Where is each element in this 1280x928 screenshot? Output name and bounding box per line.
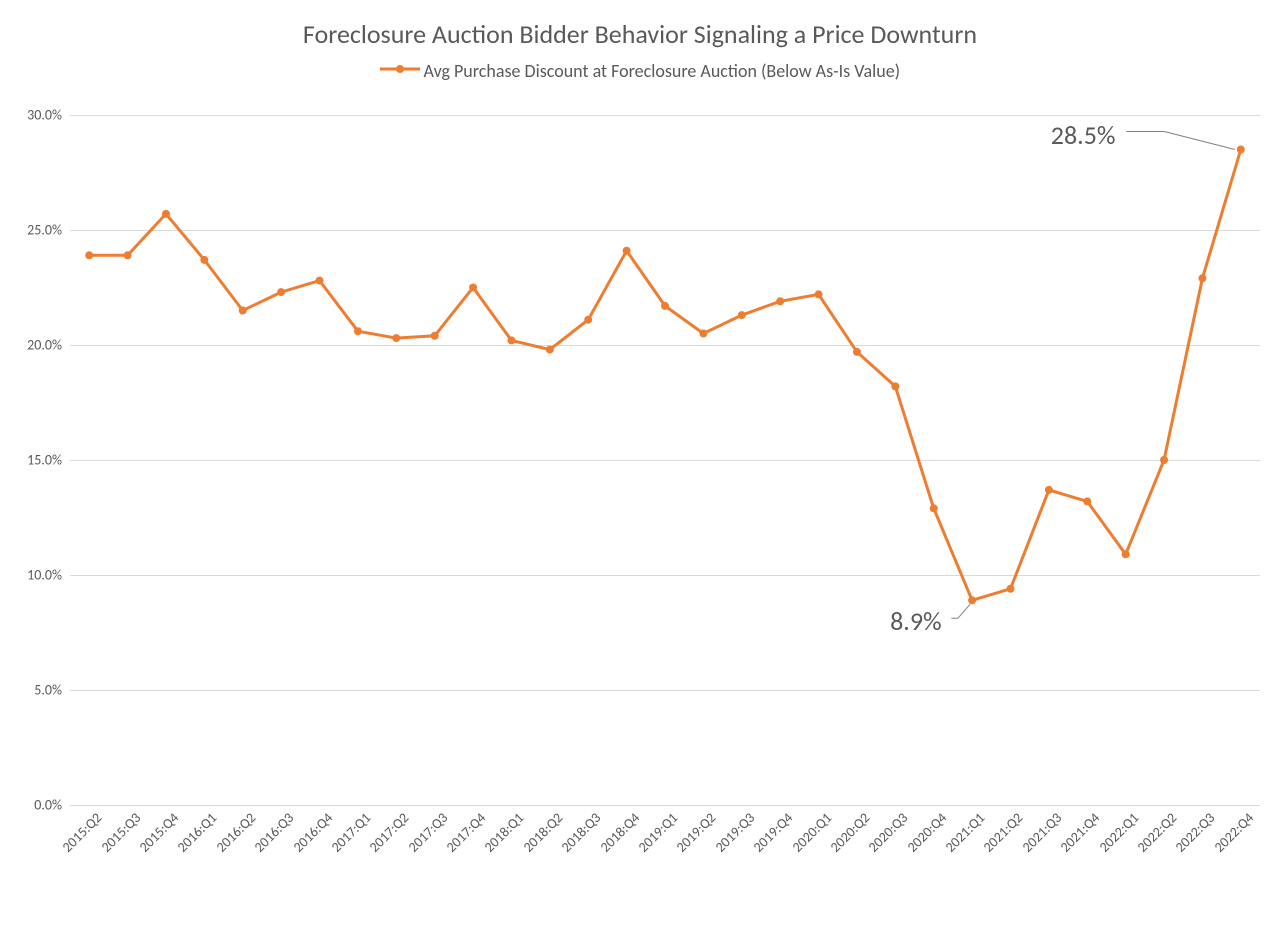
- x-axis-tick: 2016:Q2: [208, 805, 259, 856]
- x-axis-tick: 2016:Q3: [247, 805, 298, 856]
- y-axis-tick: 0.0%: [34, 797, 70, 814]
- y-axis-tick: 25.0%: [27, 222, 70, 239]
- x-axis-tick: 2019:Q4: [746, 805, 797, 856]
- y-axis-tick: 10.0%: [27, 567, 70, 584]
- x-axis-tick: 2020:Q1: [784, 805, 835, 856]
- x-axis-tick: 2021:Q1: [938, 805, 989, 856]
- y-axis-tick: 20.0%: [27, 337, 70, 354]
- x-axis-tick: 2022:Q2: [1130, 805, 1181, 856]
- chart-container: Foreclosure Auction Bidder Behavior Sign…: [0, 0, 1280, 928]
- x-axis-tick: 2022:Q4: [1206, 805, 1257, 856]
- x-axis-tick: 2020:Q3: [861, 805, 912, 856]
- x-axis-tick: 2017:Q3: [400, 805, 451, 856]
- x-axis-tick: 2021:Q2: [976, 805, 1027, 856]
- x-axis-tick: 2020:Q2: [823, 805, 874, 856]
- x-axis-tick: 2022:Q3: [1168, 805, 1219, 856]
- annotation-layer: [70, 115, 1260, 805]
- legend-label: Avg Purchase Discount at Foreclosure Auc…: [424, 60, 901, 82]
- x-axis-tick: 2016:Q4: [285, 805, 336, 856]
- x-axis-tick: 2018:Q3: [554, 805, 605, 856]
- x-axis-tick: 2016:Q1: [170, 805, 221, 856]
- x-axis-tick: 2019:Q3: [707, 805, 758, 856]
- x-axis-tick: 2018:Q4: [592, 805, 643, 856]
- x-axis-tick: 2018:Q2: [515, 805, 566, 856]
- x-axis-tick: 2015:Q4: [132, 805, 183, 856]
- legend-marker: [380, 62, 420, 81]
- x-axis-tick: 2020:Q4: [899, 805, 950, 856]
- plot-area: 0.0%5.0%10.0%15.0%20.0%25.0%30.0%2015:Q2…: [70, 115, 1260, 805]
- data-label: 8.9%: [890, 605, 942, 637]
- y-axis-tick: 30.0%: [27, 107, 70, 124]
- x-axis-tick: 2019:Q1: [631, 805, 682, 856]
- data-label: 28.5%: [1051, 119, 1116, 151]
- chart-title: Foreclosure Auction Bidder Behavior Sign…: [0, 0, 1280, 50]
- x-axis-tick: 2017:Q4: [439, 805, 490, 856]
- x-axis-tick: 2022:Q1: [1091, 805, 1142, 856]
- x-axis-tick: 2018:Q1: [477, 805, 528, 856]
- x-axis-tick: 2017:Q2: [362, 805, 413, 856]
- legend: Avg Purchase Discount at Foreclosure Auc…: [0, 50, 1280, 82]
- x-axis-tick: 2017:Q1: [323, 805, 374, 856]
- x-axis-tick: 2019:Q2: [669, 805, 720, 856]
- y-axis-tick: 5.0%: [34, 682, 70, 699]
- x-axis-tick: 2021:Q3: [1014, 805, 1065, 856]
- y-axis-tick: 15.0%: [27, 452, 70, 469]
- x-axis-tick: 2015:Q3: [93, 805, 144, 856]
- x-axis-tick: 2021:Q4: [1053, 805, 1104, 856]
